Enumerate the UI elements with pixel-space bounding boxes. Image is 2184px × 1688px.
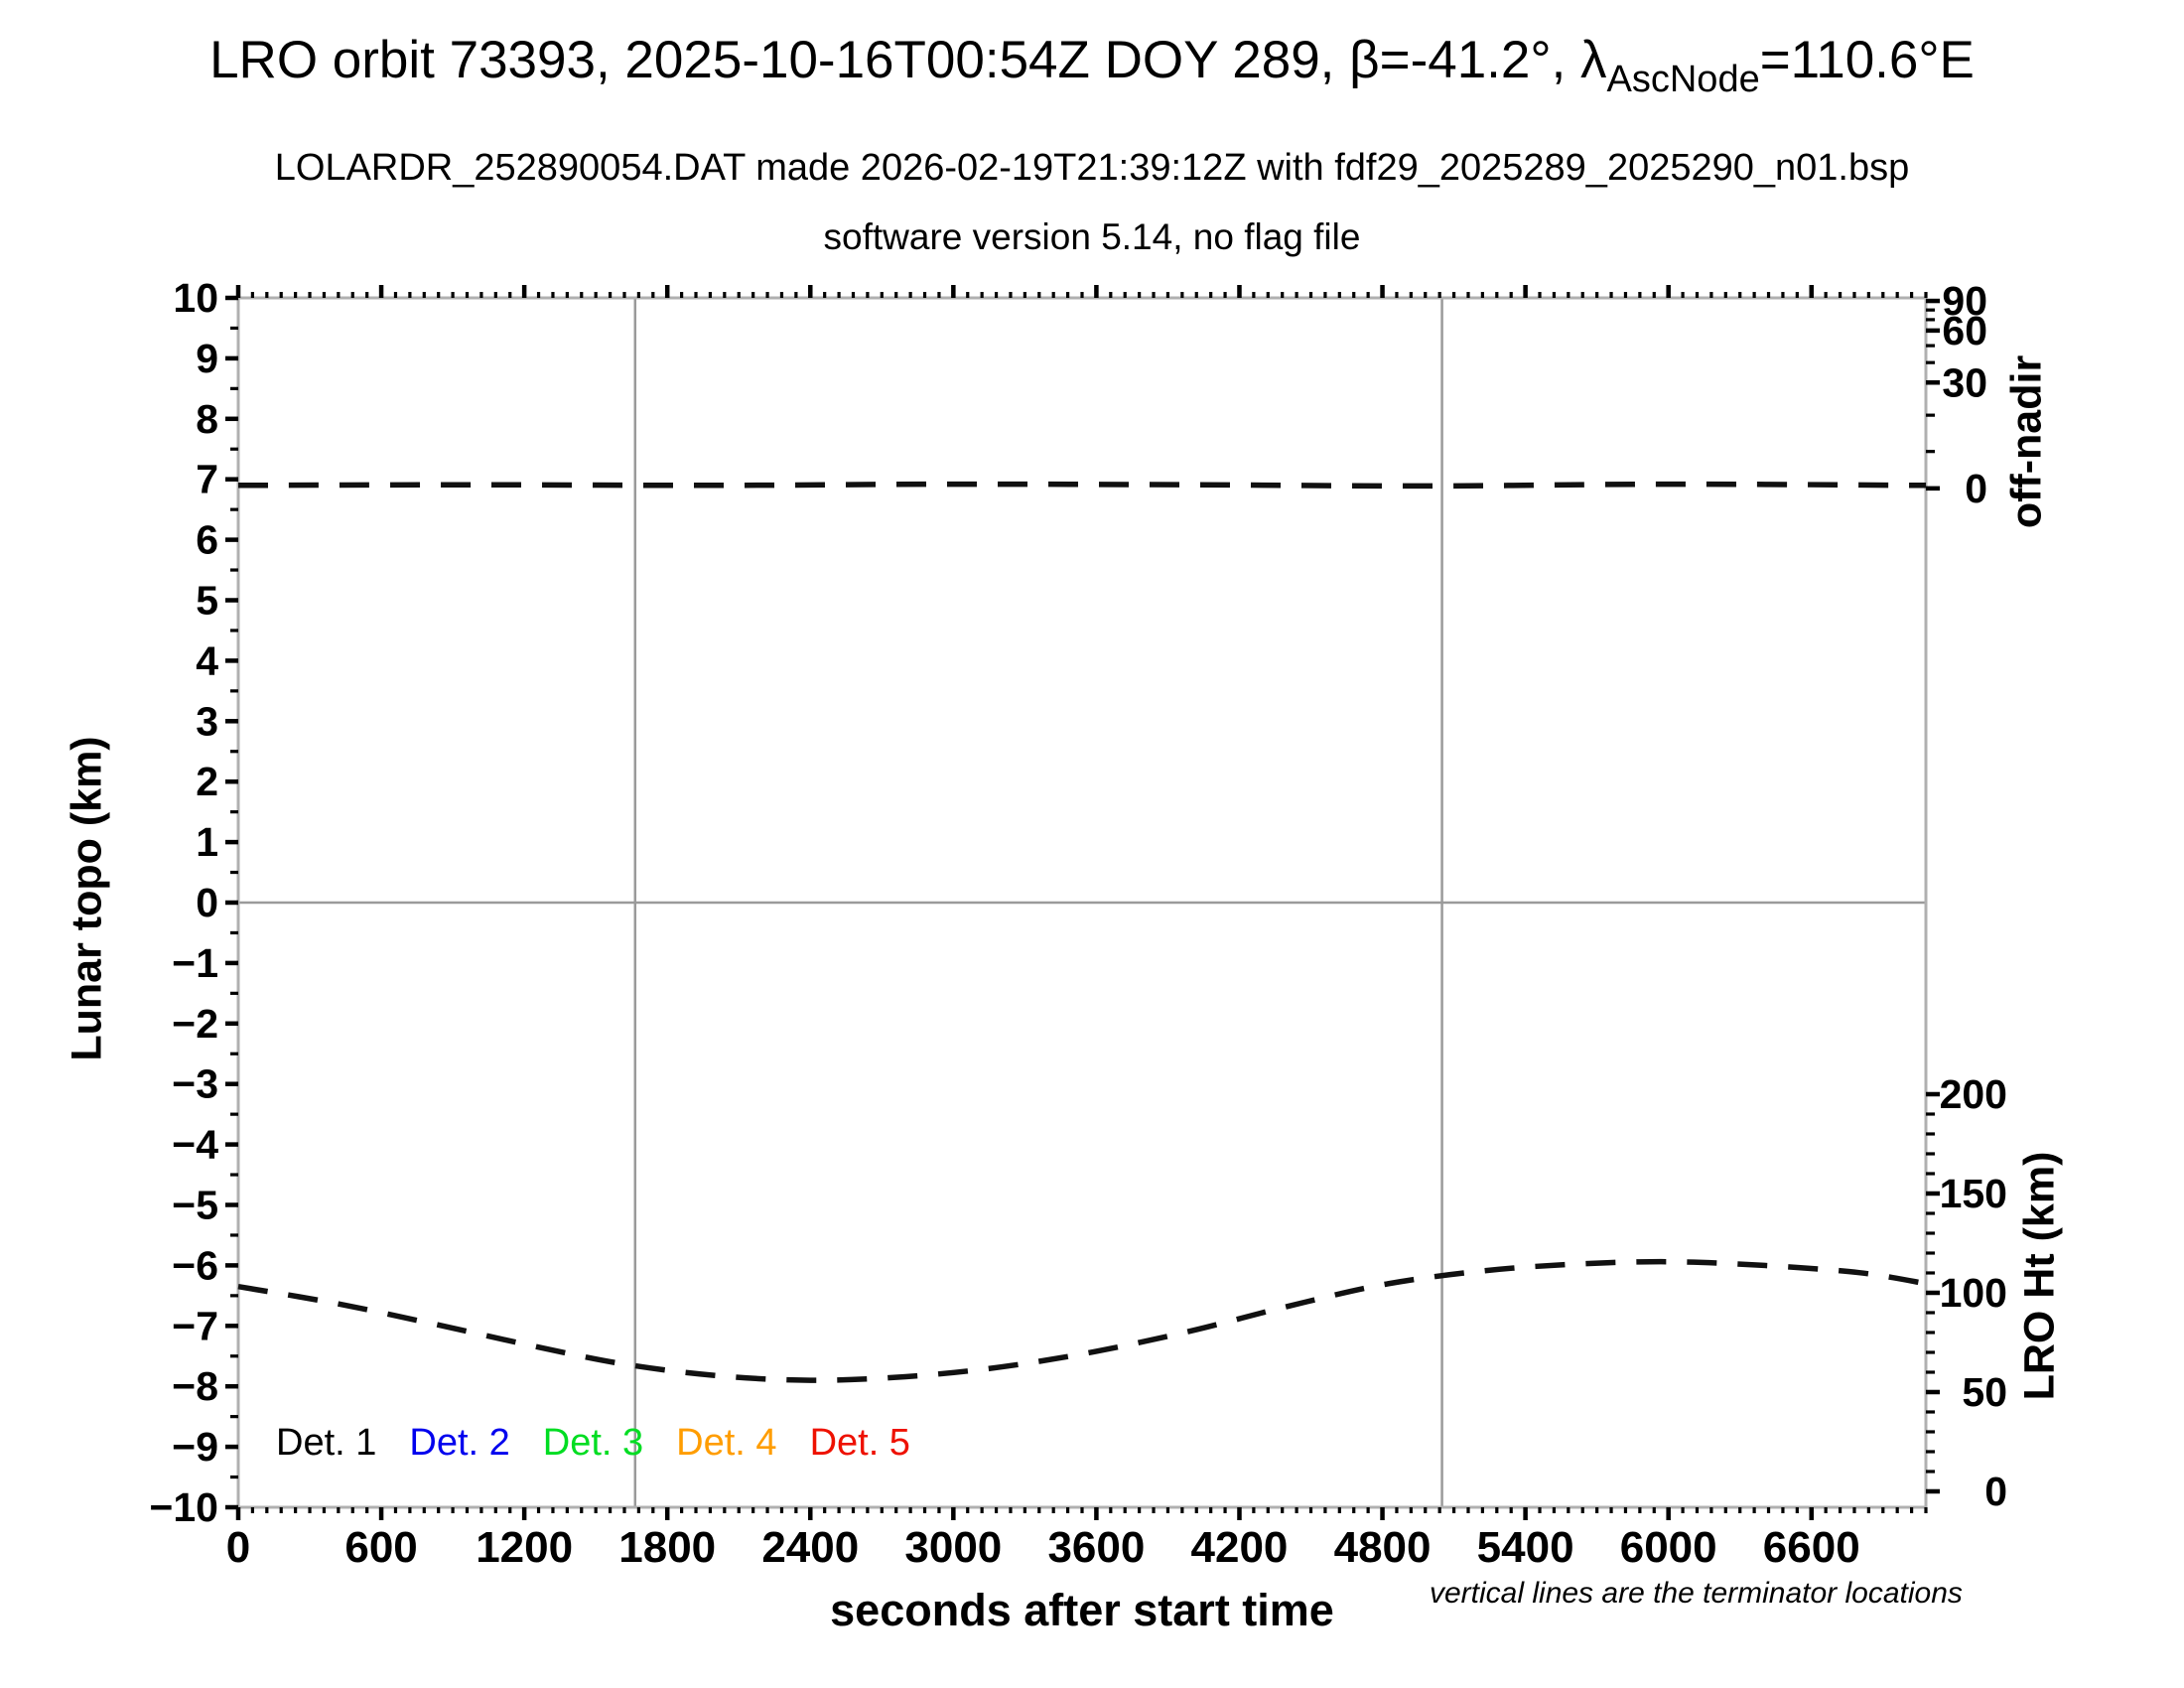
y-left-tick-label: 1 bbox=[196, 819, 218, 865]
x-tick-label: 6600 bbox=[1763, 1523, 1860, 1572]
y-left-tick-label: −4 bbox=[172, 1122, 218, 1168]
y-left-tick-label: −5 bbox=[172, 1183, 218, 1228]
offnadir-tick-label: 30 bbox=[1942, 359, 1987, 405]
legend-item-det-4: Det. 4 bbox=[676, 1422, 777, 1464]
legend-item-det-3: Det. 3 bbox=[542, 1422, 644, 1464]
x-tick-label: 6000 bbox=[1620, 1523, 1717, 1572]
subtitle-version-line: software version 5.14, no flag file bbox=[823, 216, 1361, 257]
offnadir-tick-label: 60 bbox=[1942, 308, 1987, 353]
y-left-tick-label: 10 bbox=[173, 275, 218, 321]
y-left-tick-label: 0 bbox=[196, 880, 218, 925]
y-left-tick-label: 2 bbox=[196, 759, 218, 804]
series-spacecraft-off-nadir-angle bbox=[237, 481, 1927, 490]
right-bottom-axis-title: LRO Ht (km) bbox=[2015, 1151, 2064, 1401]
x-tick-label: 2400 bbox=[761, 1523, 859, 1572]
offnadir-tick-label: 0 bbox=[1965, 466, 1987, 511]
y-left-tick-label: −7 bbox=[172, 1303, 218, 1348]
title-suffix: =110.6°E bbox=[1759, 31, 1975, 89]
lroht-tick-label: 100 bbox=[1940, 1270, 2007, 1316]
y-left-tick-label: 3 bbox=[196, 698, 218, 744]
x-axis-title: seconds after start time bbox=[830, 1585, 1334, 1635]
page-title: LRO orbit 73393, 2025-10-16T00:54Z DOY 2… bbox=[0, 30, 2184, 100]
lroht-tick-label: 0 bbox=[1984, 1469, 2007, 1514]
lambda-symbol: λ bbox=[1580, 31, 1607, 89]
y-left-tick-label: −10 bbox=[149, 1484, 218, 1530]
y-left-tick-label: 6 bbox=[196, 517, 218, 563]
title-lambda-subscript: AscNode bbox=[1606, 59, 1760, 100]
y-left-tick-label: −6 bbox=[172, 1242, 218, 1288]
detector-legend: Det. 1 Det. 2 Det. 3 Det. 4 Det. 5 bbox=[276, 1422, 910, 1465]
x-tick-label: 1200 bbox=[476, 1523, 573, 1572]
y-left-tick-label: 4 bbox=[196, 637, 218, 683]
y-left-tick-label: −8 bbox=[172, 1363, 218, 1409]
legend-item-det-5: Det. 5 bbox=[809, 1422, 910, 1464]
y-left-tick-label: 5 bbox=[196, 578, 218, 624]
y-left-tick-label: −2 bbox=[172, 1001, 218, 1047]
legend-item-det-1: Det. 1 bbox=[276, 1422, 377, 1464]
legend-item-det-2: Det. 2 bbox=[409, 1422, 510, 1464]
x-tick-label: 0 bbox=[226, 1523, 250, 1572]
x-tick-label: 600 bbox=[344, 1523, 417, 1572]
x-tick-label: 3000 bbox=[904, 1523, 1002, 1572]
title-main: LRO orbit 73393, 2025-10-16T00:54Z DOY 2… bbox=[209, 31, 1581, 89]
lroht-tick-label: 150 bbox=[1940, 1171, 2007, 1216]
y-left-tick-label: 7 bbox=[196, 457, 218, 502]
x-tick-label: 3600 bbox=[1047, 1523, 1145, 1572]
y-left-tick-label: 9 bbox=[196, 336, 218, 381]
terminator-footnote: vertical lines are the terminator locati… bbox=[1430, 1577, 1963, 1610]
offnadir-tick-label: 90 bbox=[1942, 278, 1987, 324]
right-top-axis-title: off-nadir bbox=[2002, 354, 2051, 529]
x-tick-label: 5400 bbox=[1477, 1523, 1574, 1572]
lroht-tick-label: 50 bbox=[1962, 1369, 2007, 1415]
x-tick-label: 4800 bbox=[1334, 1523, 1432, 1572]
left-axis-title: Lunar topo (km) bbox=[63, 736, 111, 1061]
y-left-tick-label: −1 bbox=[172, 940, 218, 986]
x-tick-label: 4200 bbox=[1191, 1523, 1289, 1572]
x-tick-label: 1800 bbox=[618, 1523, 716, 1572]
y-left-tick-label: −3 bbox=[172, 1061, 218, 1107]
y-left-tick-label: 8 bbox=[196, 396, 218, 442]
lroht-tick-label: 200 bbox=[1940, 1071, 2007, 1117]
series-lro-height bbox=[237, 1258, 1927, 1383]
y-left-tick-label: −9 bbox=[172, 1424, 218, 1470]
subtitle-file-line: LOLARDR_252890054.DAT made 2026-02-19T21… bbox=[274, 147, 1910, 189]
